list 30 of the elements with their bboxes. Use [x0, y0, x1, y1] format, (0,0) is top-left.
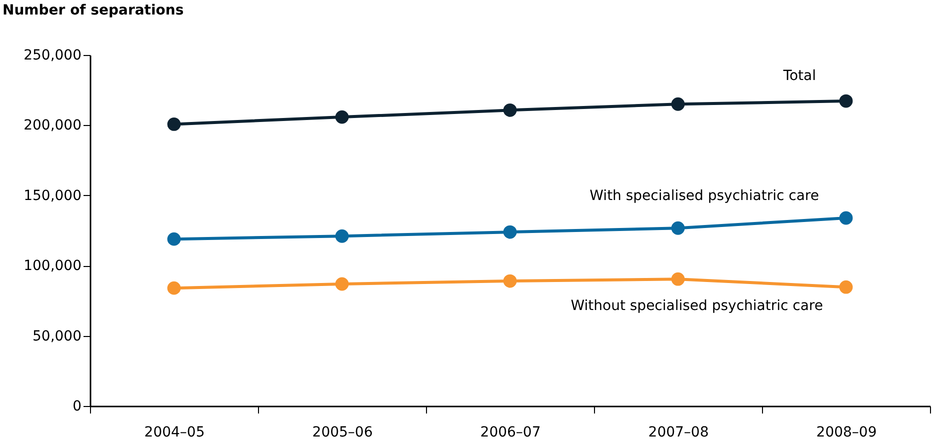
y-axis-title: Number of separations	[2, 2, 184, 18]
point	[167, 281, 181, 295]
x-tick-label: 2005–06	[312, 424, 373, 440]
x-tick-label: 2006–07	[480, 424, 541, 440]
point	[503, 225, 517, 239]
y-tick-label: 100,000	[24, 258, 82, 274]
x-tick-label: 2004–05	[144, 424, 205, 440]
x-tick-label: 2007–08	[648, 424, 709, 440]
series-label: Total	[782, 68, 816, 84]
point	[671, 221, 685, 235]
point	[167, 118, 181, 131]
point	[503, 103, 517, 117]
y-tick-label: 250,000	[24, 48, 82, 64]
y-tick-label: 0	[72, 398, 82, 414]
y-tick-label: 200,000	[24, 118, 82, 134]
series-label: With specialised psychiatric care	[590, 188, 819, 204]
point	[503, 274, 517, 288]
point	[335, 277, 349, 291]
y-tick-label: 150,000	[24, 188, 82, 204]
point	[839, 211, 853, 225]
y-tick-label: 50,000	[32, 328, 82, 344]
point	[335, 110, 349, 124]
point	[671, 272, 685, 286]
point	[167, 232, 181, 246]
series-label: Without specialised psychiatric care	[570, 298, 823, 314]
x-tick-label: 2008–09	[816, 424, 877, 440]
point	[335, 229, 349, 243]
point	[671, 97, 685, 111]
point	[839, 280, 853, 294]
point	[839, 94, 853, 108]
